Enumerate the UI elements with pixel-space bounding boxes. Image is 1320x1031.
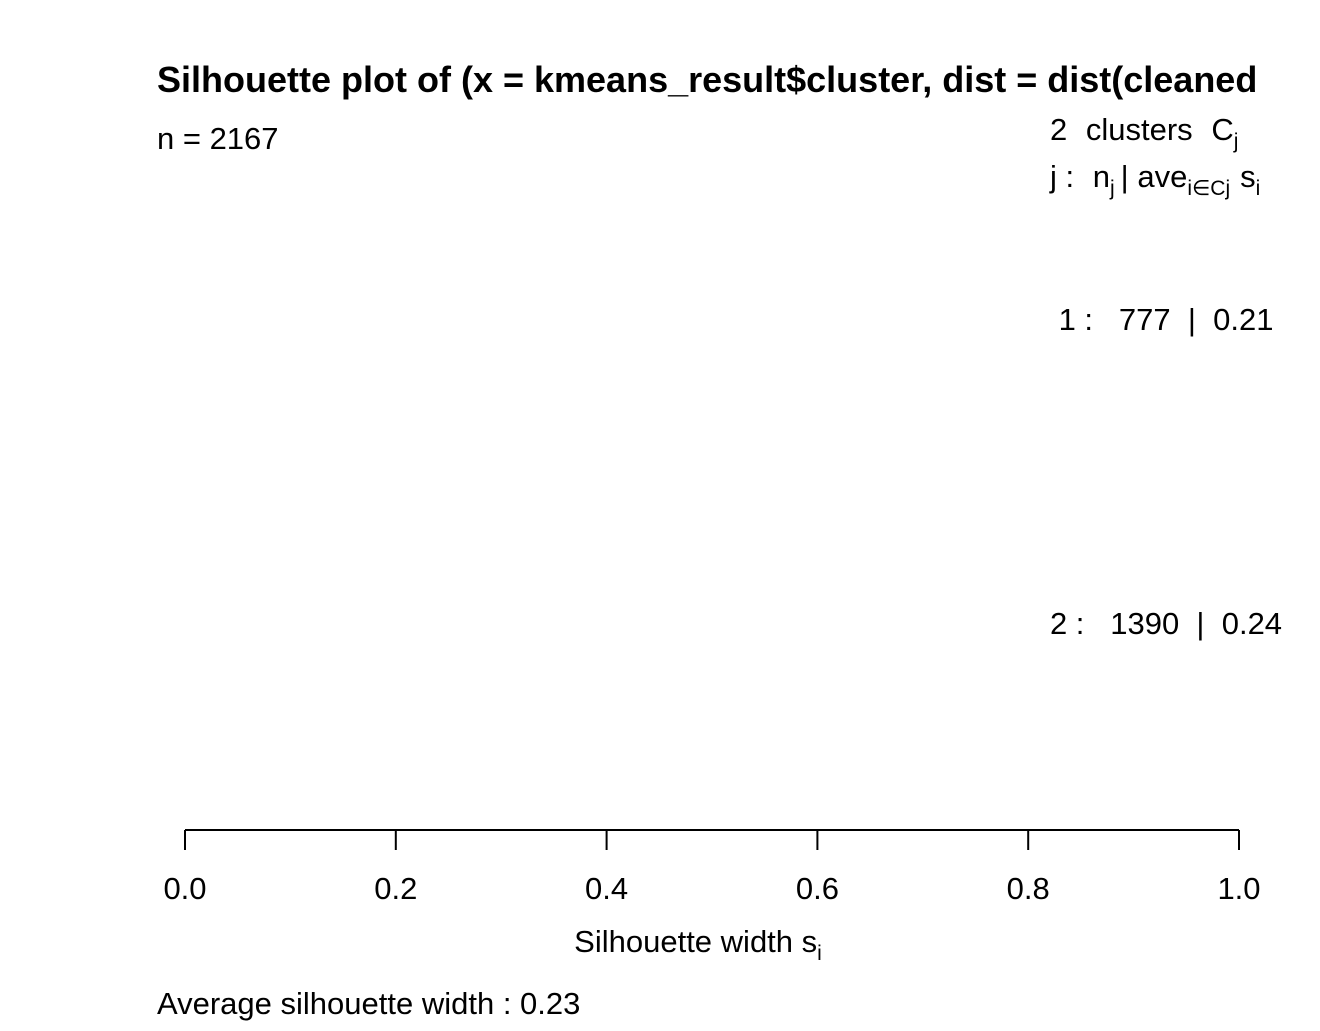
cluster-symbol: C bbox=[1211, 112, 1233, 147]
x-axis-tick-label: 0.2 bbox=[374, 871, 417, 906]
clusters-word: clusters bbox=[1086, 112, 1193, 147]
x-axis-label-subscript: i bbox=[817, 942, 822, 965]
cluster-symbol-subscript: j bbox=[1233, 130, 1239, 153]
width-symbol: s bbox=[1240, 159, 1256, 194]
legend-columns-prefix: j : bbox=[1049, 159, 1074, 194]
average-label: | ave bbox=[1121, 159, 1188, 194]
x-axis-tick-label: 1.0 bbox=[1217, 871, 1260, 906]
x-axis: 0.0 0.2 0.4 0.6 0.8 1.0 bbox=[163, 829, 1261, 906]
cluster-label: 2 : 1390 | 0.24 bbox=[1050, 606, 1282, 641]
average-silhouette-width: Average silhouette width : 0.23 bbox=[157, 986, 580, 1021]
svg-text:Silhouette width si: Silhouette width si bbox=[574, 924, 822, 965]
x-axis-tick-label: 0.8 bbox=[1007, 871, 1050, 906]
x-axis-tick-label: 0.4 bbox=[585, 871, 628, 906]
svg-text:2 clusters Cj: 2 clusters Cj bbox=[1050, 112, 1238, 153]
cluster-labels: 1 : 777 | 0.21 2 : 1390 | 0.24 bbox=[1050, 302, 1282, 641]
size-symbol: n bbox=[1093, 159, 1110, 194]
cluster-legend-header: 2 clusters Cj j : nj | avei∈Cj si bbox=[1049, 112, 1260, 200]
x-axis-label: Silhouette width s bbox=[574, 924, 817, 959]
average-label-subscript: i∈Cj bbox=[1187, 177, 1230, 200]
width-symbol-subscript: i bbox=[1256, 177, 1261, 200]
clusters-count: 2 bbox=[1050, 112, 1067, 147]
x-axis-tick-label: 0.6 bbox=[796, 871, 839, 906]
x-axis-tick-label: 0.0 bbox=[163, 871, 206, 906]
chart-title: Silhouette plot of (x = kmeans_result$cl… bbox=[157, 59, 1257, 100]
cluster-label: 1 : 777 | 0.21 bbox=[1059, 302, 1274, 337]
sample-size-label: n = 2167 bbox=[157, 121, 279, 156]
size-symbol-subscript: j bbox=[1109, 177, 1115, 200]
